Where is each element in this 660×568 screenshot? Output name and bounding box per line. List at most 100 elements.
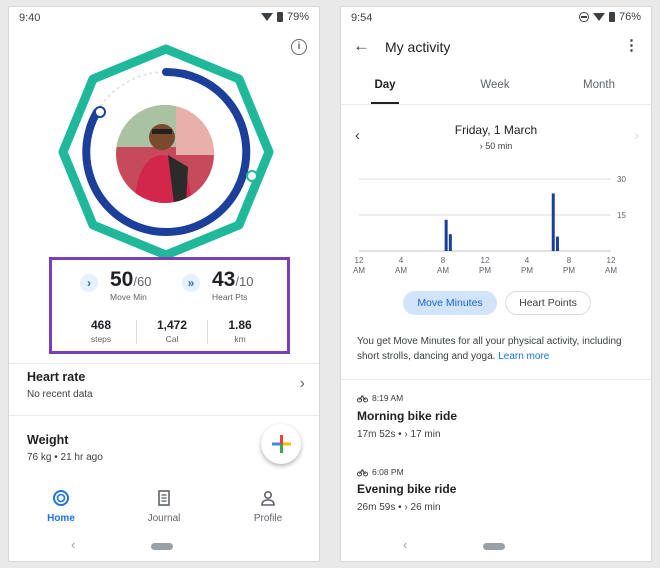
x-tick-label: AM <box>605 266 617 275</box>
system-nav-bar: ‹ <box>9 535 319 559</box>
page-title: My activity <box>385 39 451 55</box>
my-activity-screen: 9:54 76% ← My activity ⋮ Day Week Month … <box>340 6 652 562</box>
chart-bar <box>444 219 448 251</box>
activity-title: Evening bike ride <box>357 482 457 496</box>
home-ring-icon <box>53 490 69 506</box>
system-home-pill[interactable] <box>151 543 173 550</box>
divider <box>136 320 137 344</box>
heart-rate-title: Heart rate <box>27 370 86 384</box>
x-tick-label: PM <box>521 266 533 275</box>
description-text: You get Move Minutes for all your physic… <box>357 336 622 362</box>
x-tick-label: 12 <box>355 256 364 265</box>
move-min-ring-end <box>94 106 106 118</box>
heart-rate-sub: No recent data <box>27 389 93 400</box>
divider <box>341 104 651 105</box>
date-total: › 50 min <box>479 141 513 151</box>
home-screen: 9:40 79% i › 50/60 Move Min » <box>8 6 320 562</box>
heart-pts-ring <box>58 44 274 260</box>
nav-home[interactable]: Home <box>26 489 96 524</box>
y-tick-label: 30 <box>617 175 626 184</box>
wifi-icon <box>592 13 605 21</box>
battery-percent: 76% <box>618 11 641 23</box>
journal-icon <box>158 490 170 506</box>
divider <box>9 363 319 364</box>
move-min-label: Move Min <box>110 292 147 302</box>
distance-value: 1.86 <box>228 318 252 332</box>
divider <box>9 415 319 416</box>
system-home-pill[interactable] <box>483 543 505 550</box>
system-back-icon[interactable]: ‹ <box>71 537 76 552</box>
back-arrow-icon[interactable]: ← <box>353 36 370 55</box>
battery-icon <box>276 12 283 22</box>
info-icon[interactable]: i <box>291 39 307 55</box>
daily-goals-summary[interactable]: › 50/60 Move Min » 43/10 Heart Pts 468 s… <box>49 257 290 354</box>
steps-unit: steps <box>90 334 112 344</box>
x-tick-label: PM <box>479 266 491 275</box>
battery-percent: 79% <box>286 11 309 23</box>
nav-journal-label: Journal <box>147 513 181 524</box>
activity-rings[interactable] <box>57 43 275 261</box>
nav-journal[interactable]: Journal <box>129 489 199 524</box>
move-minutes-chip[interactable]: Move Minutes <box>403 291 497 315</box>
status-bar: 9:40 79% <box>9 7 319 29</box>
divider <box>207 320 208 344</box>
x-tick-label: AM <box>395 266 407 275</box>
do-not-disturb-icon <box>578 12 589 22</box>
activity-meta: 26m 59s • › 26 min <box>357 502 441 513</box>
avatar <box>116 105 214 203</box>
tab-month[interactable]: Month <box>583 79 615 91</box>
add-button[interactable] <box>261 424 301 464</box>
heart-pts-goal: /10 <box>235 274 254 289</box>
heart-pts-value: 43 <box>212 268 236 291</box>
nav-profile[interactable]: Profile <box>233 489 303 524</box>
next-day-chevron-icon: › <box>634 127 639 144</box>
x-tick-label: 8 <box>441 256 446 265</box>
x-tick-label: 8 <box>567 256 572 265</box>
wifi-icon <box>260 13 273 21</box>
battery-icon <box>608 12 615 22</box>
activity-title: Morning bike ride <box>357 409 458 423</box>
more-vert-icon[interactable]: ⋮ <box>624 37 639 54</box>
tab-day[interactable]: Day <box>374 79 396 91</box>
heart-points-chip[interactable]: Heart Points <box>505 291 591 315</box>
calories-value: 1,472 <box>156 318 188 332</box>
activity-time: 8:19 AM <box>357 393 403 403</box>
move-min-ring <box>82 67 251 236</box>
activity-duration: 26m 59s <box>357 502 396 513</box>
separator: • <box>395 429 405 440</box>
separator: • <box>395 502 405 513</box>
x-tick-label: 4 <box>399 256 404 265</box>
weight-title: Weight <box>27 433 69 447</box>
activity-duration: 17m 52s <box>357 429 396 440</box>
tab-indicator <box>371 102 399 104</box>
activity-time-text: 8:19 AM <box>372 393 404 403</box>
previous-day-chevron-icon[interactable]: ‹ <box>355 127 360 144</box>
learn-more-link[interactable]: Learn more <box>498 351 550 362</box>
move-min-value: 50 <box>110 268 134 291</box>
heart-pts-label: Heart Pts <box>212 292 248 302</box>
profile-icon <box>261 490 275 506</box>
y-tick-label: 15 <box>617 211 626 220</box>
activity-time: 6:08 PM <box>357 467 404 477</box>
x-tick-label: AM <box>353 266 365 275</box>
activity-move-min: › 26 min <box>404 502 441 513</box>
weight-sub: 76 kg • 21 hr ago <box>27 452 103 463</box>
tab-week[interactable]: Week <box>480 79 510 91</box>
status-time: 9:40 <box>19 12 41 24</box>
system-nav-bar: ‹ <box>341 535 651 559</box>
plus-icon <box>272 435 291 453</box>
activity-move-min: › 17 min <box>404 429 441 440</box>
x-tick-label: 4 <box>525 256 530 265</box>
chart-bar <box>448 234 452 251</box>
chart-bar <box>555 236 559 251</box>
distance-unit: km <box>234 334 246 344</box>
move-min-goal: /60 <box>133 274 152 289</box>
bike-icon <box>357 395 368 403</box>
bike-icon <box>357 469 368 477</box>
system-back-icon[interactable]: ‹ <box>403 537 408 552</box>
chart-bar <box>551 193 555 251</box>
nav-profile-label: Profile <box>253 513 283 524</box>
calories-unit: Cal <box>165 334 179 344</box>
nav-home-label: Home <box>47 513 75 524</box>
